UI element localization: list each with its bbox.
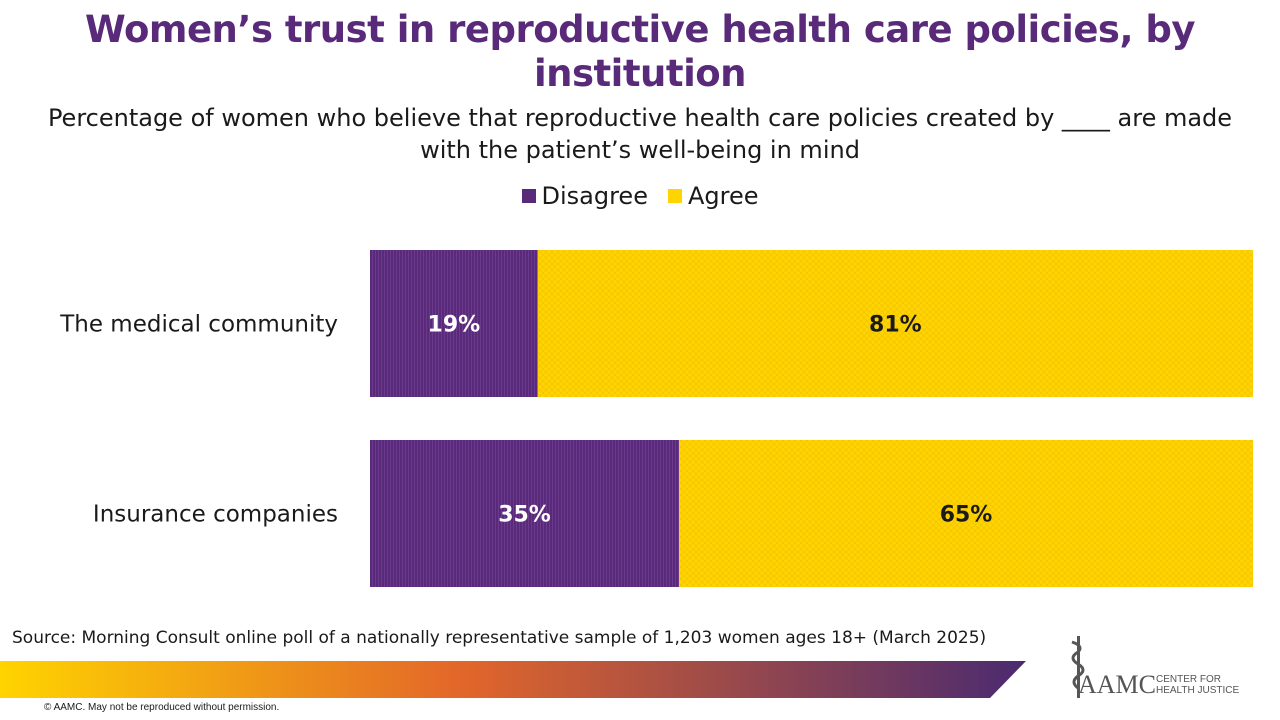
legend-label-disagree: Disagree [541, 182, 648, 210]
legend-item-disagree: Disagree [521, 182, 648, 210]
data-label: 19% [428, 313, 481, 338]
legend: Disagree Agree [0, 182, 1280, 210]
copyright-note: © AAMC. May not be reproduced without pe… [44, 702, 280, 713]
data-label: 81% [869, 313, 922, 338]
bar-disagree [370, 250, 538, 397]
category-label: The medical community [59, 312, 338, 338]
source-note: Source: Morning Consult online poll of a… [12, 628, 987, 648]
logo-name: AAMC [1078, 670, 1157, 699]
data-label: 65% [940, 503, 993, 528]
bar-agree [537, 250, 1253, 397]
bar-agree [679, 440, 1253, 587]
category-label: Insurance companies [93, 502, 338, 528]
chart-title: Women’s trust in reproductive health car… [84, 8, 1196, 95]
logo-sub-line2: HEALTH JUSTICE [1156, 685, 1240, 696]
legend-swatch-agree [667, 189, 682, 203]
bar-disagree [370, 440, 680, 587]
logo-subtitle: CENTER FOR HEALTH JUSTICE [1156, 674, 1246, 696]
legend-item-agree: Agree [667, 182, 759, 210]
caduceus-icon [1071, 636, 1085, 698]
data-label: 35% [498, 503, 551, 528]
logo-sub-line1: CENTER FOR [1156, 674, 1221, 685]
legend-label-agree: Agree [687, 182, 759, 210]
chart-subtitle: Percentage of women who believe that rep… [47, 104, 1233, 164]
legend-swatch-disagree [521, 189, 536, 203]
aamc-logo: AAMC CENTER FOR HEALTH JUSTICE [1064, 632, 1264, 702]
